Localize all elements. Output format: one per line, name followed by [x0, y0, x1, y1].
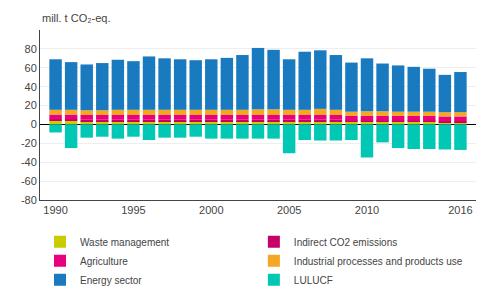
svg-text:mill. t CO₂-eq.: mill. t CO₂-eq. [42, 12, 110, 24]
svg-text:LULUCF: LULUCF [294, 275, 333, 286]
svg-text:2010: 2010 [355, 204, 379, 216]
svg-text:Indirect CO2 emissions: Indirect CO2 emissions [294, 237, 397, 248]
svg-text:-40: -40 [21, 156, 37, 168]
svg-text:Waste management: Waste management [80, 237, 169, 248]
svg-text:40: 40 [25, 81, 37, 93]
svg-text:1990: 1990 [43, 204, 67, 216]
svg-text:2005: 2005 [277, 204, 301, 216]
svg-text:Energy sector: Energy sector [80, 275, 142, 286]
svg-text:-60: -60 [21, 175, 37, 187]
svg-text:-80: -80 [21, 194, 37, 206]
svg-text:80: 80 [25, 43, 37, 55]
svg-text:1995: 1995 [121, 204, 145, 216]
svg-text:0: 0 [31, 118, 37, 130]
svg-text:Industrial processes and produ: Industrial processes and products use [294, 256, 463, 267]
svg-text:Agriculture: Agriculture [80, 256, 128, 267]
svg-text:60: 60 [25, 62, 37, 74]
svg-text:20: 20 [25, 99, 37, 111]
svg-text:-20: -20 [21, 137, 37, 149]
svg-text:2016: 2016 [448, 204, 472, 216]
svg-text:2000: 2000 [199, 204, 223, 216]
